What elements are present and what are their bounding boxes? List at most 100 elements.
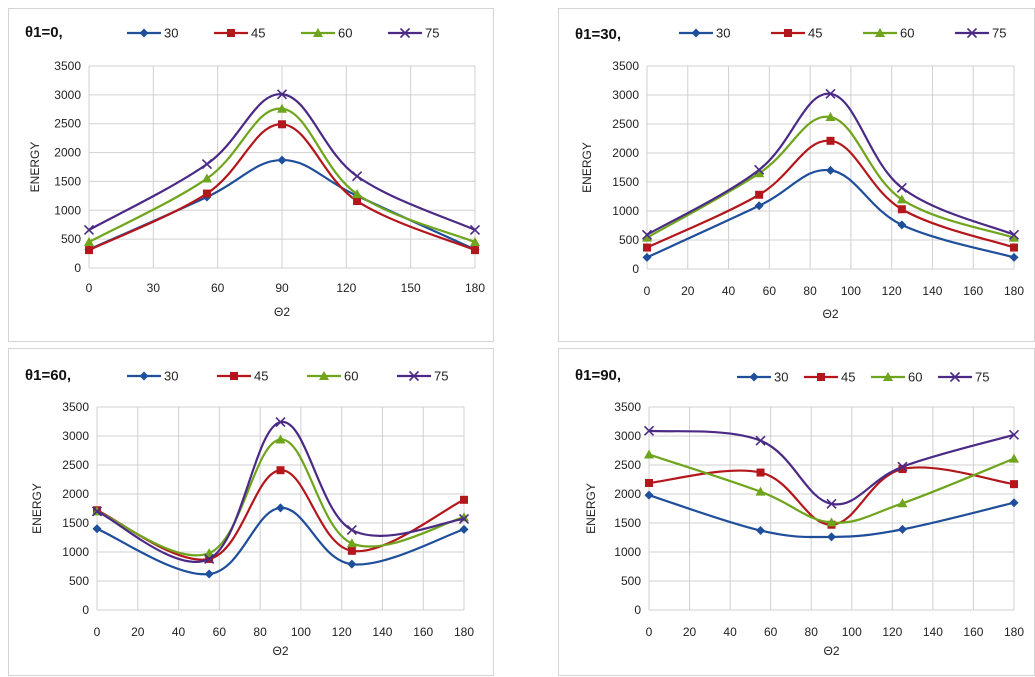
data-point xyxy=(460,495,468,504)
legend-label: 30 xyxy=(164,369,178,384)
y-tick-label: 1000 xyxy=(614,545,641,559)
series-60 xyxy=(644,449,1019,527)
y-tick-label: 3500 xyxy=(612,59,639,73)
legend-label: 60 xyxy=(344,369,358,384)
data-point xyxy=(471,246,479,255)
data-point xyxy=(898,465,907,474)
x-tick-label: 180 xyxy=(454,625,474,639)
legend-label: 45 xyxy=(254,369,268,384)
series-45 xyxy=(85,120,479,255)
x-tick-label: 100 xyxy=(291,625,311,639)
y-tick-label: 0 xyxy=(82,603,89,617)
data-point xyxy=(754,168,765,178)
legend-marker xyxy=(966,27,978,39)
x-tick-label: 40 xyxy=(172,625,186,639)
data-point xyxy=(826,165,835,175)
series-30 xyxy=(642,165,1019,262)
y-tick-label: 500 xyxy=(621,574,641,588)
data-point xyxy=(353,197,362,206)
data-point xyxy=(897,220,907,230)
y-tick-label: 1000 xyxy=(62,545,89,559)
y-tick-label: 3000 xyxy=(62,429,89,443)
series-60 xyxy=(84,103,480,247)
x-tick-label: 140 xyxy=(923,625,943,639)
legend-label: 75 xyxy=(992,26,1006,41)
data-point xyxy=(459,524,469,534)
gridlines xyxy=(648,406,1015,611)
x-tick-label: 20 xyxy=(683,625,697,639)
legend-marker xyxy=(230,372,238,380)
data-point xyxy=(347,546,356,555)
y-tick-label: 1500 xyxy=(54,174,81,188)
data-point xyxy=(755,486,766,496)
series-75 xyxy=(641,88,1020,240)
data-point xyxy=(276,466,285,475)
data-point xyxy=(347,559,357,569)
data-point xyxy=(643,425,655,436)
legend-label: 30 xyxy=(716,26,730,41)
series-75 xyxy=(83,89,481,235)
data-point xyxy=(755,435,766,446)
data-point xyxy=(346,524,357,536)
x-tick-label: 140 xyxy=(372,625,392,639)
data-point xyxy=(896,182,907,193)
data-point xyxy=(204,553,215,565)
y-tick-label: 3500 xyxy=(54,59,81,73)
gridlines xyxy=(88,65,476,269)
data-point xyxy=(275,434,286,444)
legend-item-60: 60 xyxy=(863,26,914,41)
y-tick-label: 500 xyxy=(69,574,89,588)
data-point xyxy=(83,224,95,235)
y-tick-label: 2000 xyxy=(614,487,641,501)
series-line-75 xyxy=(648,429,1015,506)
legend-label: 75 xyxy=(434,369,448,384)
x-tick-label: 0 xyxy=(644,284,651,298)
y-tick-label: 1500 xyxy=(612,175,639,189)
chart-title: θ1=30, xyxy=(575,26,621,43)
data-point xyxy=(470,237,480,247)
legend-marker xyxy=(319,371,329,380)
data-point xyxy=(756,468,765,477)
legend-item-30: 30 xyxy=(737,370,788,385)
series-60 xyxy=(92,434,469,558)
legend-item-45: 45 xyxy=(771,26,822,41)
legend-marker xyxy=(313,28,323,37)
data-point xyxy=(469,224,481,235)
x-tick-label: 120 xyxy=(882,625,902,639)
legend-item-75: 75 xyxy=(955,26,1006,41)
y-tick-label: 2000 xyxy=(62,487,89,501)
legend-marker xyxy=(139,371,149,381)
data-point xyxy=(346,538,357,548)
x-tick-label: 120 xyxy=(332,625,352,639)
x-tick-label: 180 xyxy=(1004,284,1024,298)
data-point xyxy=(1010,480,1018,489)
x-tick-label: 60 xyxy=(764,625,778,639)
y-tick-label: 500 xyxy=(61,232,81,246)
data-point xyxy=(1008,429,1020,440)
y-tick-label: 2500 xyxy=(612,117,639,131)
data-point xyxy=(278,120,286,129)
y-tick-label: 1000 xyxy=(612,204,639,218)
y-tick-label: 1500 xyxy=(614,516,641,530)
legend-item-60: 60 xyxy=(301,26,352,41)
data-point xyxy=(277,155,287,165)
data-point xyxy=(825,88,836,99)
data-point xyxy=(275,417,286,428)
data-point xyxy=(1010,243,1018,252)
y-tick-label: 500 xyxy=(619,233,639,247)
y-tick-label: 2500 xyxy=(614,458,641,472)
x-tick-label: 0 xyxy=(94,625,101,639)
series-45 xyxy=(93,466,468,563)
data-point xyxy=(458,513,470,525)
legend-item-45: 45 xyxy=(804,370,855,385)
x-axis-label: Θ2 xyxy=(822,307,838,321)
data-point xyxy=(643,243,651,252)
legend-item-75: 75 xyxy=(397,369,448,384)
data-point xyxy=(754,201,764,211)
series-line-60 xyxy=(96,438,465,557)
legend-label: 45 xyxy=(251,26,265,41)
data-point xyxy=(644,490,654,500)
data-point xyxy=(204,548,215,558)
legend-marker xyxy=(399,27,411,39)
x-tick-label: 80 xyxy=(253,625,267,639)
